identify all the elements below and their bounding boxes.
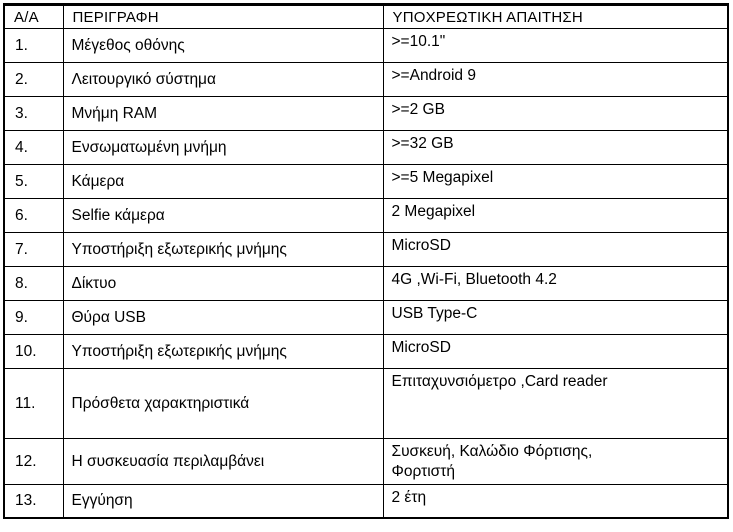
row-number-cell: 12. xyxy=(3,438,64,485)
requirement-cell: MicroSD xyxy=(382,232,729,267)
table-row: 9. Θύρα USB USB Type-C xyxy=(3,300,729,335)
description-cell: Λειτουργικό σύστημα xyxy=(62,62,384,97)
requirement-cell: Συσκευή, Καλώδιο Φόρτισης, Φορτιστή xyxy=(382,438,729,485)
requirement-cell: >=10.1" xyxy=(382,28,729,63)
row-number-cell: 4. xyxy=(3,130,64,165)
description-cell: Υποστήριξη εξωτερικής μνήμης xyxy=(62,232,384,267)
table-row: 12. Η συσκευασία περιλαμβάνει Συσκευή, Κ… xyxy=(3,438,729,485)
requirement-cell: USB Type-C xyxy=(382,300,729,335)
table-row: 8. Δίκτυο 4G ,Wi-Fi, Bluetooth 4.2 xyxy=(3,266,729,301)
description-cell: Κάμερα xyxy=(62,164,384,199)
spec-table-body: 1. Μέγεθος οθόνης >=10.1" 2. Λειτουργικό… xyxy=(3,28,729,518)
row-number-cell: 9. xyxy=(3,300,64,335)
description-cell: Selfie κάμερα xyxy=(62,198,384,233)
row-number-cell: 7. xyxy=(3,232,64,267)
requirement-cell: MicroSD xyxy=(382,334,729,369)
description-cell: Εγγύηση xyxy=(62,484,384,518)
description-cell: Η συσκευασία περιλαμβάνει xyxy=(62,438,384,485)
table-row: 2. Λειτουργικό σύστημα >=Android 9 xyxy=(3,62,729,97)
table-row: 7. Υποστήριξη εξωτερικής μνήμης MicroSD xyxy=(3,232,729,267)
row-number-cell: 13. xyxy=(3,484,64,518)
header-row: Α/Α ΠΕΡΙΓΡΑΦΗ ΥΠΟΧΡΕΩΤΙΚΗ ΑΠΑΙΤΗΣΗ xyxy=(3,4,729,29)
row-number-cell: 3. xyxy=(3,96,64,131)
header-cell-description: ΠΕΡΙΓΡΑΦΗ xyxy=(62,4,384,29)
row-number-cell: 8. xyxy=(3,266,64,301)
row-number-cell: 6. xyxy=(3,198,64,233)
description-cell: Θύρα USB xyxy=(62,300,384,335)
description-cell: Πρόσθετα χαρακτηριστικά xyxy=(62,368,384,439)
row-number-cell: 10. xyxy=(3,334,64,369)
requirement-cell: Επιταχυνσιόμετρο ,Card reader xyxy=(382,368,729,439)
table-row: 13. Εγγύηση 2 έτη xyxy=(3,484,729,518)
table-row: 11. Πρόσθετα χαρακτηριστικά Επιταχυνσιόμ… xyxy=(3,368,729,439)
row-number-cell: 5. xyxy=(3,164,64,199)
header-cell-num: Α/Α xyxy=(3,4,64,29)
requirement-cell: >=32 GB xyxy=(382,130,729,165)
description-cell: Ενσωματωμένη μνήμη xyxy=(62,130,384,165)
table-row: 4. Ενσωματωμένη μνήμη >=32 GB xyxy=(3,130,729,165)
row-number-cell: 1. xyxy=(3,28,64,63)
requirement-cell: >=2 GB xyxy=(382,96,729,131)
table-row: 1. Μέγεθος οθόνης >=10.1" xyxy=(3,28,729,63)
table-row: 5. Κάμερα >=5 Megapixel xyxy=(3,164,729,199)
requirement-cell: 4G ,Wi-Fi, Bluetooth 4.2 xyxy=(382,266,729,301)
table-row: 3. Μνήμη RAM >=2 GB xyxy=(3,96,729,131)
spec-table-header: Α/Α ΠΕΡΙΓΡΑΦΗ ΥΠΟΧΡΕΩΤΙΚΗ ΑΠΑΙΤΗΣΗ xyxy=(3,4,729,29)
requirement-cell: >=5 Megapixel xyxy=(382,164,729,199)
requirement-cell: 2 έτη xyxy=(382,484,729,518)
requirement-cell: >=Android 9 xyxy=(382,62,729,97)
description-cell: Μνήμη RAM xyxy=(62,96,384,131)
table-row: 10. Υποστήριξη εξωτερικής μνήμης MicroSD xyxy=(3,334,729,369)
spec-table: Α/Α ΠΕΡΙΓΡΑΦΗ ΥΠΟΧΡΕΩΤΙΚΗ ΑΠΑΙΤΗΣΗ 1. Μέ… xyxy=(3,3,729,519)
description-cell: Μέγεθος οθόνης xyxy=(62,28,384,63)
description-cell: Υποστήριξη εξωτερικής μνήμης xyxy=(62,334,384,369)
requirement-cell: 2 Megapixel xyxy=(382,198,729,233)
table-row: 6. Selfie κάμερα 2 Megapixel xyxy=(3,198,729,233)
row-number-cell: 11. xyxy=(3,368,64,439)
document-page: Α/Α ΠΕΡΙΓΡΑΦΗ ΥΠΟΧΡΕΩΤΙΚΗ ΑΠΑΙΤΗΣΗ 1. Μέ… xyxy=(3,3,729,519)
description-cell: Δίκτυο xyxy=(62,266,384,301)
row-number-cell: 2. xyxy=(3,62,64,97)
header-cell-requirement: ΥΠΟΧΡΕΩΤΙΚΗ ΑΠΑΙΤΗΣΗ xyxy=(382,4,729,29)
